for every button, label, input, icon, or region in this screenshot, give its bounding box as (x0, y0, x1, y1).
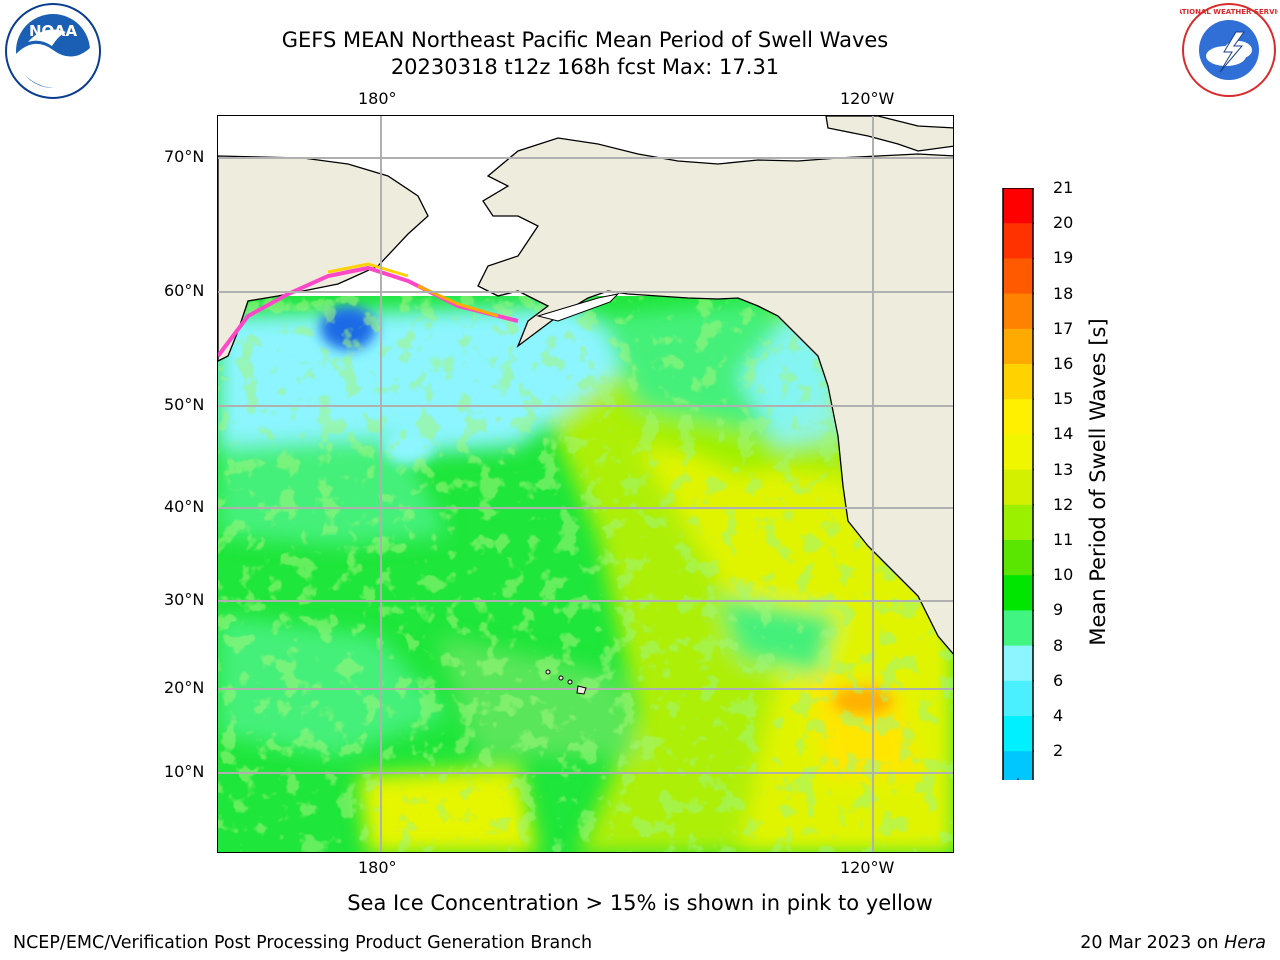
colorbar-swatch (1003, 716, 1033, 752)
bottom-lon-tick: 180° (358, 858, 397, 877)
lat-tick: 10°N (164, 762, 205, 781)
colorbar-swatch (1003, 751, 1033, 780)
colorbar-swatch (1003, 434, 1033, 471)
footnote: Sea Ice Concentration > 15% is shown in … (347, 891, 933, 915)
colorbar-swatch (1003, 188, 1033, 224)
colorbar-swatch (1003, 610, 1033, 647)
lat-tick: 40°N (164, 497, 205, 516)
colorbar-swatch (1003, 293, 1033, 330)
colorbar-swatch (1003, 645, 1033, 682)
colorbar-level-label: 17 (1053, 318, 1074, 338)
colorbar-outline (1002, 188, 1034, 780)
colorbar-level-label: 16 (1053, 354, 1074, 373)
colorbar-swatch (1003, 399, 1033, 435)
colorbar-swatch (1003, 680, 1033, 717)
colorbar-level-label: 9 (1053, 600, 1064, 620)
hawaiian-islands (545, 669, 587, 695)
top-lon-tick: 180° (358, 89, 397, 108)
colorbar-level-label: 19 (1053, 248, 1074, 268)
lat-tick: 70°N (164, 147, 205, 166)
lat-tick: 30°N (164, 590, 205, 609)
noaa-logo-text: NOAA (29, 22, 78, 40)
credit-on: on (1191, 933, 1225, 953)
colorbar-level-label: 2 (1053, 741, 1064, 761)
colorbar-level-label: 20 (1053, 213, 1074, 233)
colorbar-level-label: 21 (1053, 178, 1074, 197)
colorbar-level-label: 13 (1053, 459, 1074, 479)
noaa-logo-icon: NOAA (4, 2, 102, 100)
colorbar (1002, 188, 1034, 780)
land-masses (218, 116, 953, 655)
colorbar-swatch (1003, 469, 1033, 506)
top-lon-tick: 120°W (840, 89, 895, 108)
chart-subtitle: 20230318 t12z 168h fcst Max: 17.31 (390, 55, 780, 79)
swell-period-map (217, 115, 954, 853)
colorbar-title: Mean Period of Swell Waves [s] (1086, 318, 1110, 646)
credit-right: 20 Mar 2023 on Hera (1080, 933, 1266, 953)
colorbar-level-label: 8 (1053, 635, 1064, 655)
graticule (218, 116, 953, 852)
colorbar-level-label: 15 (1053, 389, 1074, 409)
colorbar-level-label: 11 (1053, 530, 1074, 549)
national-weather-service-logo-icon: NATIONAL WEATHER SERVICE (1171, 2, 1280, 98)
colorbar-swatch (1003, 575, 1033, 611)
colorbar-level-label: 14 (1053, 424, 1074, 444)
colorbar-swatch (1003, 540, 1033, 576)
colorbar-level-label: 10 (1053, 565, 1074, 585)
credit-left: NCEP/EMC/Verification Post Processing Pr… (13, 933, 593, 953)
lat-tick: 20°N (164, 678, 205, 697)
colorbar-level-label: 12 (1053, 494, 1074, 514)
credit-date: 20 Mar 2023 (1080, 933, 1192, 953)
colorbar-level-label: 6 (1053, 670, 1064, 690)
colorbar-swatch (1003, 223, 1033, 259)
nws-logo-text: NATIONAL WEATHER SERVICE (1180, 8, 1278, 16)
colorbar-swatch (1003, 364, 1033, 400)
colorbar-level-label: 18 (1053, 283, 1074, 303)
chart-title: GEFS MEAN Northeast Pacific Mean Period … (281, 28, 889, 52)
colorbar-swatch (1003, 504, 1033, 541)
colorbar-level-label: 4 (1053, 706, 1064, 725)
lat-tick: 60°N (164, 281, 205, 300)
colorbar-swatch (1003, 258, 1033, 295)
colorbar-swatch (1003, 328, 1033, 365)
lat-tick: 50°N (164, 395, 205, 414)
bottom-lon-tick: 120°W (840, 858, 895, 877)
credit-host: Hera (1224, 933, 1266, 953)
colorbar-extend-arrow (1017, 777, 1019, 780)
